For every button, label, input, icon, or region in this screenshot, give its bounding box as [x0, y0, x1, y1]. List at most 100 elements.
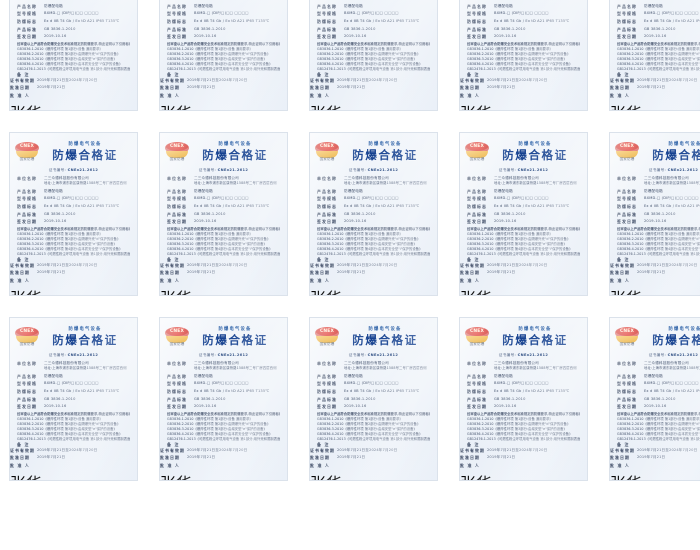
certificate-number: 证书编号: CNEx21.2612: [610, 168, 700, 173]
field-value: 二三众德科技股份有限公司 地址:上海市浦东新区康桥路1588号二号厂房四层西侧: [494, 361, 580, 371]
standard-line: GB12476.1-2013《可燃性粉尘环境用电气设备 第1部分:用外壳和限制表…: [467, 252, 580, 257]
date-label: 批准日期: [460, 270, 480, 276]
certificate-card[interactable]: CNEX 国家防爆 防爆电气设备 防爆合格证 证书编号: CNEx21.2612…: [310, 318, 437, 480]
standard-line: GB3836.4-2010《爆炸性环境 第4部分:由本质安全型"i"保护的设备》: [17, 247, 123, 252]
field-row: 单位名称 二三众德科技股份有限公司 地址:上海市浦东新区康桥路1588号二号厂房…: [317, 361, 430, 371]
field-row: 型号规格 BXMD-□ (DIP/□)□□ □□□□: [317, 196, 430, 201]
field-label: 产品名称: [467, 188, 487, 194]
field-label: 单位名称: [17, 176, 37, 181]
cert-no-value: CNEx21.2612: [67, 168, 99, 172]
certificate-header: CNEX 国家防爆 防爆电气设备 防爆合格证: [460, 318, 587, 352]
approver-label: 批 准 人: [610, 277, 630, 283]
field-label: 产品标准: [317, 211, 337, 217]
standard-line: GB3836.4-2010《爆炸性环境 第4部分:由本质安全型"i"保护的设备》: [467, 432, 573, 437]
date-row: 证书有效期 2019年7月21日至2024年7月20日: [10, 263, 137, 268]
date-label: 证书有效期: [460, 262, 485, 268]
cert-no-label: 证书编号:: [198, 168, 217, 172]
field-row: 产品标准 GB 3836.1-2010: [17, 212, 130, 217]
field-value-line2: 地址:上海市浦东新区康桥路1588号二号厂房四层西侧: [494, 181, 577, 186]
page-title: 防爆合格证: [502, 332, 568, 347]
date-label: 批准日期: [10, 455, 30, 461]
note-row: 备 注: [317, 442, 430, 447]
certificate-card[interactable]: CNEX 国家防爆 防爆电气设备 防爆合格证 证书编号: CNEx21.2612…: [310, 0, 437, 110]
certificate-card[interactable]: CNEX 国家防爆 防爆电气设备 防爆合格证 证书编号: CNEx21.2612…: [460, 133, 587, 295]
date-row: 证书有效期 2019年7月21日至2024年7月20日: [310, 78, 437, 83]
field-label: 单位名称: [317, 176, 337, 181]
field-label: 产品标准: [617, 396, 637, 402]
field-label: 签发日期: [617, 219, 637, 225]
field-label: 产品标准: [617, 211, 637, 217]
field-label: 签发日期: [17, 34, 37, 40]
field-row: 签发日期 2019-10-16: [467, 219, 580, 224]
standard-line: GB3836.2-2010《爆炸性环境 第2部分:由隔爆外壳"d"保护的设备》: [617, 51, 700, 56]
field-row: 防爆标志 Ex d IIB T4 Gb / Ex tD A21 IP65 T13…: [17, 19, 130, 24]
field-value: 2019-10-16: [494, 34, 517, 39]
certificate-card[interactable]: CNEX 国家防爆 防爆电气设备 防爆合格证 证书编号: CNEx21.2612…: [160, 0, 287, 110]
field-row: 签发日期 2019-10-16: [317, 34, 430, 39]
certificate-card[interactable]: CNEX 国家防爆 防爆电气设备 防爆合格证 证书编号: CNEx21.2612…: [10, 0, 137, 110]
field-row: 产品标准 GB 3836.1-2010: [467, 212, 580, 217]
certificate-number: 证书编号: CNEx21.2612: [460, 168, 587, 173]
certificate-card[interactable]: CNEX 国家防爆 防爆电气设备 防爆合格证 证书编号: CNEx21.2612…: [460, 0, 587, 110]
standard-line: GB3836.2-2010《爆炸性环境 第2部分:由隔爆外壳"d"保护的设备》: [467, 421, 571, 426]
field-row: 防爆标志 Ex d IIB T4 Gb / Ex tD A21 IP65 T13…: [467, 19, 580, 24]
standards-paragraph: 经审查以上产品符合防爆安全技术标准规定的防爆要求,特此证明以下引用标准: GB3…: [317, 227, 430, 258]
date-row: 证书有效期 2019年7月21日至2024年7月20日: [610, 448, 700, 453]
certificate-card[interactable]: CNEX 国家防爆 防爆电气设备 防爆合格证 证书编号: CNEx21.2612…: [10, 318, 137, 480]
field-label: 型号规格: [467, 196, 487, 202]
field-value: 防爆配电箱: [44, 3, 63, 8]
standards-intro: 经审查以上产品符合防爆安全技术标准规定的防爆要求,特此证明以下引用标准:: [467, 226, 580, 231]
note-label: 备 注: [167, 72, 180, 78]
standards-intro: 经审查以上产品符合防爆安全技术标准规定的防爆要求,特此证明以下引用标准:: [17, 41, 130, 46]
standard-line: GB12476.1-2013《可燃性粉尘环境用电气设备 第1部分:用外壳和限制表…: [467, 67, 580, 72]
field-value: Ex d IIB T4 Gb / Ex tD A21 IP65 T135℃: [344, 388, 420, 393]
date-value: 2019年7月21日: [637, 455, 666, 460]
standards-intro: 经审查以上产品符合防爆安全技术标准规定的防爆要求,特此证明以下引用标准:: [317, 226, 430, 231]
field-label: 签发日期: [17, 219, 37, 225]
certificate-card[interactable]: CNEX 国家防爆 防爆电气设备 防爆合格证 证书编号: CNEx21.2612…: [610, 0, 700, 110]
standard-line: GB12476.1-2013《可燃性粉尘环境用电气设备 第1部分:用外壳和限制表…: [167, 252, 280, 257]
standard-line: GB3836.2-2010《爆炸性环境 第2部分:由隔爆外壳"d"保护的设备》: [317, 51, 421, 56]
note-row: 备 注: [467, 72, 580, 77]
date-row: 批准日期 2019年7月21日: [460, 85, 587, 90]
logo-subtitle: 国家防爆: [319, 342, 335, 346]
standard-line: GB3836.2-2010《爆炸性环境 第2部分:由隔爆外壳"d"保护的设备》: [167, 421, 271, 426]
logo-mark-text: CNEX: [469, 329, 485, 334]
field-value: GB 3836.1-2010: [44, 26, 76, 31]
certificate-dates: 证书有效期 2019年7月21日至2024年7月20日 批准日期 2019年7月…: [460, 263, 587, 276]
approver-signature: 张华: [610, 470, 700, 480]
certificate-card[interactable]: CNEX 国家防爆 防爆电气设备 防爆合格证 证书编号: CNEx21.2612…: [160, 318, 287, 480]
field-value-line2: 地址:上海市浦东新区康桥路1588号二号厂房四层西侧: [644, 366, 700, 371]
certificate-fields: 单位名称 二三众德科技股份有限公司 地址:上海市浦东新区康桥路1588号二号厂房…: [160, 0, 287, 78]
field-value: 2019-10-16: [494, 219, 517, 224]
date-row: 证书有效期 2019年7月21日至2024年7月20日: [310, 263, 437, 268]
field-value: GB 3836.1-2010: [344, 211, 376, 216]
certificate-card[interactable]: CNEX 国家防爆 防爆电气设备 防爆合格证 证书编号: CNEx21.2612…: [610, 318, 700, 480]
cert-no-value: CNEx21.2612: [217, 168, 249, 172]
field-row: 签发日期 2019-10-16: [467, 34, 580, 39]
certificate-card[interactable]: CNEX 国家防爆 防爆电气设备 防爆合格证 证书编号: CNEx21.2612…: [10, 133, 137, 295]
page-title: 防爆合格证: [352, 332, 418, 347]
field-value-line2: 地址:上海市浦东新区康桥路1588号二号厂房四层西侧: [194, 181, 277, 186]
field-value: 防爆配电箱: [194, 373, 213, 378]
certificate-card[interactable]: CNEX 国家防爆 防爆电气设备 防爆合格证 证书编号: CNEx21.2612…: [460, 318, 587, 480]
certificate-card[interactable]: CNEX 国家防爆 防爆电气设备 防爆合格证 证书编号: CNEx21.2612…: [310, 133, 437, 295]
field-label: 产品名称: [317, 188, 337, 194]
standard-line: GB3836.2-2010《爆炸性环境 第2部分:由隔爆外壳"d"保护的设备》: [467, 51, 571, 56]
certificate-card[interactable]: CNEX 国家防爆 防爆电气设备 防爆合格证 证书编号: CNEx21.2612…: [160, 133, 287, 295]
standards-intro: 经审查以上产品符合防爆安全技术标准规定的防爆要求,特此证明以下引用标准:: [167, 411, 280, 416]
standard-line: GB3836.4-2010《爆炸性环境 第4部分:由本质安全型"i"保护的设备》: [617, 432, 700, 437]
field-row: 单位名称 二三众德科技股份有限公司 地址:上海市浦东新区康桥路1588号二号厂房…: [467, 176, 580, 186]
field-label: 产品名称: [167, 373, 187, 379]
certificate-card[interactable]: CNEX 国家防爆 防爆电气设备 防爆合格证 证书编号: CNEx21.2612…: [610, 133, 700, 295]
field-label: 单位名称: [317, 361, 337, 366]
certificate-dates: 证书有效期 2019年7月21日至2024年7月20日 批准日期 2019年7月…: [160, 78, 287, 91]
field-value: 防爆配电箱: [644, 373, 663, 378]
field-value: BXMD-□ (DIP/□)□□ □□□□: [644, 11, 699, 16]
note-row: 备 注: [17, 72, 130, 77]
note-row: 备 注: [617, 442, 700, 447]
note-row: 备 注: [317, 257, 430, 262]
header-supertitle: 防爆电气设备: [218, 326, 252, 332]
cert-no-value: CNEx21.2612: [217, 353, 249, 357]
field-value: 2019-10-16: [44, 219, 67, 224]
